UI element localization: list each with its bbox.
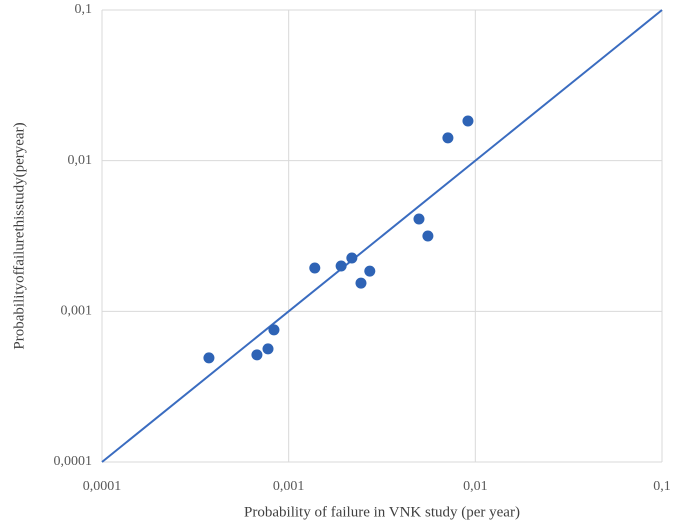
y-tick-label: 0,1 [75, 2, 93, 17]
point [335, 260, 347, 272]
point [262, 343, 274, 355]
point [442, 132, 454, 144]
y-tick-label: 0,01 [68, 153, 93, 168]
point [309, 262, 321, 274]
point [251, 349, 263, 361]
x-tick-label: 0,1 [653, 479, 671, 494]
point [422, 230, 434, 242]
x-tick-label: 0,01 [463, 479, 488, 494]
point [355, 277, 367, 289]
y-tick-label: 0,0001 [54, 454, 93, 469]
y-axis-label: Probabilityoffailurethisstudy(peryear) [11, 122, 27, 349]
x-tick-label: 0,0001 [83, 479, 122, 494]
point [462, 115, 474, 127]
point [203, 352, 215, 364]
reference-line [101, 9, 663, 463]
x-tick-label: 0,001 [273, 479, 305, 494]
y-tick-label: 0,001 [61, 304, 93, 319]
point [268, 324, 280, 336]
point [413, 213, 425, 225]
point [346, 252, 358, 264]
x-axis-label: Probability of failure in VNK study (per… [244, 504, 520, 520]
point [364, 265, 376, 277]
